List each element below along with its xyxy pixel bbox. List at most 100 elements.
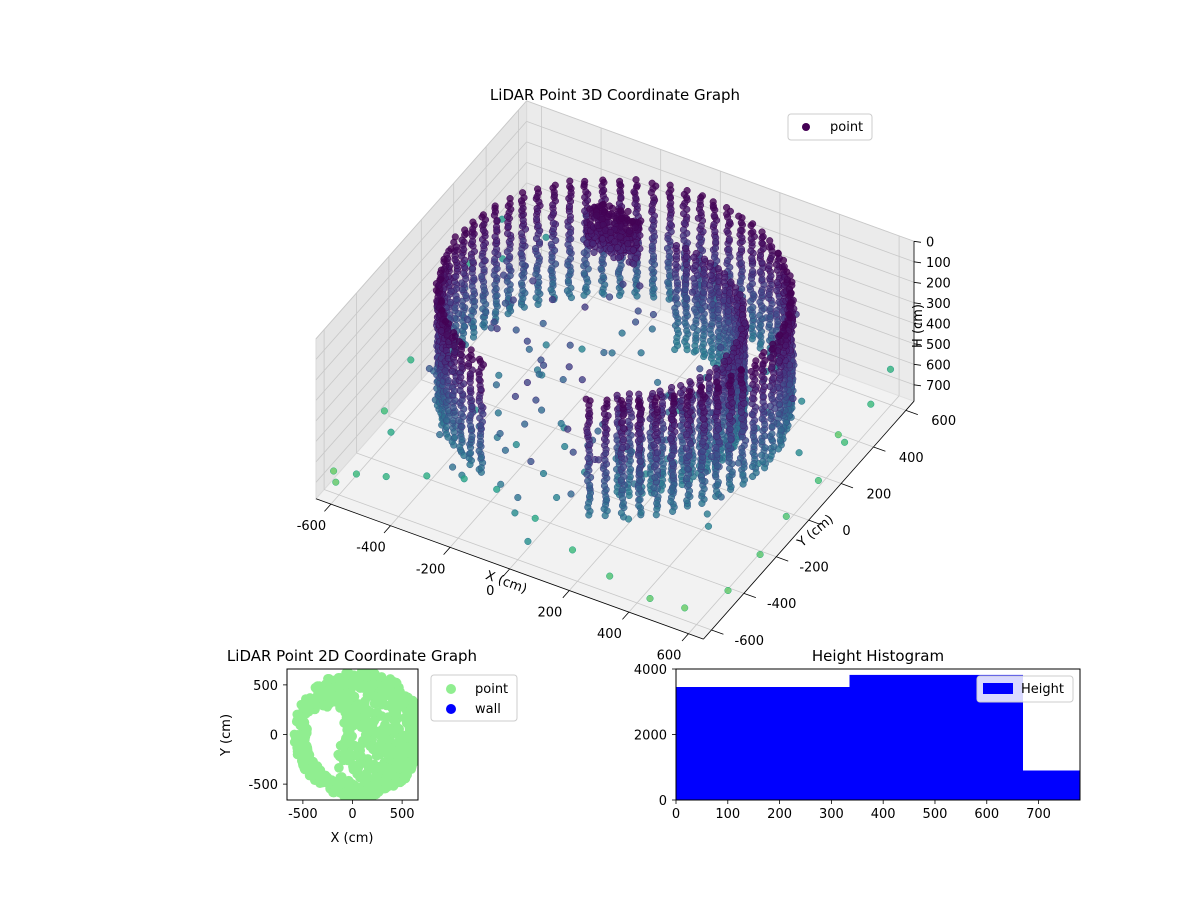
point-marker xyxy=(325,683,336,694)
point-marker xyxy=(667,497,675,506)
point-marker xyxy=(707,286,715,294)
point-marker xyxy=(748,463,757,471)
point-marker xyxy=(768,422,776,431)
point-marker xyxy=(380,407,388,415)
point-marker xyxy=(727,387,735,396)
chart-3d-legend-label: point xyxy=(830,120,863,135)
y-tick xyxy=(711,629,724,635)
y-tick xyxy=(776,556,789,562)
z-tick-label: 100 xyxy=(926,256,951,271)
point-marker xyxy=(491,248,499,256)
point-marker xyxy=(492,381,500,389)
chart-2d-legend: point wall xyxy=(430,674,518,722)
point-marker xyxy=(749,303,757,311)
point-marker xyxy=(667,199,675,207)
point-marker xyxy=(548,253,556,261)
point-marker xyxy=(582,283,590,291)
point-marker xyxy=(725,245,733,253)
point-marker xyxy=(636,282,644,290)
grid-z-side xyxy=(315,121,527,360)
point-marker xyxy=(616,291,624,299)
point-marker xyxy=(534,222,542,230)
point-marker xyxy=(696,373,704,382)
point-marker xyxy=(646,594,654,603)
point-marker xyxy=(451,256,459,264)
point-marker xyxy=(713,481,722,489)
z-tick-label: 600 xyxy=(926,358,951,373)
point-marker xyxy=(783,268,791,276)
point-marker xyxy=(760,383,769,391)
point-marker xyxy=(616,274,624,282)
point-marker xyxy=(552,236,560,244)
y-tick-label: 600 xyxy=(931,414,956,429)
x-tick xyxy=(622,611,630,620)
point-marker xyxy=(712,238,720,246)
point-marker xyxy=(886,365,895,373)
point-marker xyxy=(759,233,767,241)
point-marker xyxy=(461,256,469,264)
point-marker xyxy=(648,325,656,333)
point-marker xyxy=(372,776,382,786)
point-marker xyxy=(705,384,713,392)
point-marker xyxy=(759,392,767,400)
chart-2d-ylabel: Y (cm) xyxy=(219,714,234,757)
point-marker xyxy=(677,382,685,390)
point-marker xyxy=(547,286,555,294)
y-tick xyxy=(743,592,756,599)
point-marker xyxy=(451,433,459,441)
point-marker xyxy=(618,329,626,337)
point-marker xyxy=(462,291,470,299)
point-marker xyxy=(658,399,666,407)
point-marker xyxy=(619,424,627,432)
point-marker xyxy=(683,430,691,438)
point-marker xyxy=(672,308,680,316)
point-marker xyxy=(376,711,387,721)
point-marker xyxy=(756,298,764,306)
point-marker xyxy=(636,476,644,484)
chart-3d-zlabel: H (cm) xyxy=(911,304,926,348)
point-marker xyxy=(425,365,433,373)
point-marker xyxy=(630,260,638,268)
point-marker xyxy=(451,348,459,356)
grid-y-floor xyxy=(485,306,874,448)
point-marker xyxy=(466,370,474,378)
point-marker xyxy=(351,700,362,711)
point-marker xyxy=(632,176,640,184)
point-marker xyxy=(788,278,796,286)
point-marker xyxy=(714,383,722,391)
point-marker xyxy=(700,255,709,263)
point-marker xyxy=(709,202,717,210)
point-marker xyxy=(493,265,501,273)
point-marker xyxy=(606,245,615,253)
point-marker xyxy=(382,473,390,481)
point-marker xyxy=(478,272,486,280)
x-tick xyxy=(324,503,332,512)
point-marker xyxy=(723,204,731,212)
y-tick-label: 4000 xyxy=(634,663,667,678)
point-marker xyxy=(711,471,719,479)
x-tick xyxy=(681,633,689,642)
point-marker xyxy=(736,291,744,299)
point-marker xyxy=(518,260,526,268)
point-marker xyxy=(756,311,764,319)
chart-2d: LiDAR Point 2D Coordinate Graph -500 0 500… xyxy=(219,647,518,846)
point-marker xyxy=(568,546,577,554)
point-marker xyxy=(559,376,567,384)
y-tick-label: 0 xyxy=(659,794,667,809)
point-marker xyxy=(787,299,795,307)
point-marker xyxy=(777,426,785,434)
point-marker xyxy=(493,291,501,300)
point-marker xyxy=(549,184,557,192)
point-marker xyxy=(469,265,477,273)
point-marker xyxy=(458,436,466,444)
point-marker xyxy=(534,300,542,308)
point-marker xyxy=(756,331,764,339)
x-tick-label: 0 xyxy=(672,807,680,822)
point-marker xyxy=(749,380,757,388)
point-marker xyxy=(766,313,774,321)
point-marker xyxy=(600,435,609,443)
grid-z-side xyxy=(315,203,527,442)
point-marker xyxy=(549,219,557,227)
point-marker xyxy=(491,233,499,241)
point-marker xyxy=(713,462,721,470)
